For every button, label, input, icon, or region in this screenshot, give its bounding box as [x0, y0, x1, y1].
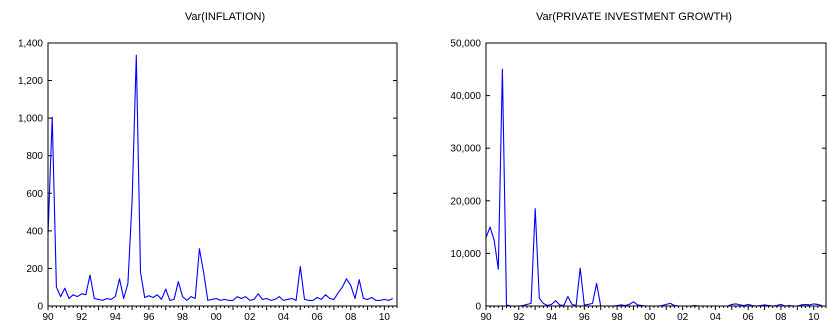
chart-title: Var(PRIVATE INVESTMENT GROWTH) [536, 11, 732, 23]
x-tick-label: 92 [513, 312, 525, 323]
x-tick-label: 04 [710, 312, 722, 323]
x-tick-label: 02 [677, 312, 689, 323]
x-tick-label: 92 [76, 312, 88, 323]
y-tick-label: 30,000 [450, 144, 481, 155]
y-tick-label: 1,200 [18, 76, 43, 87]
x-tick-label: 98 [612, 312, 624, 323]
chart-title: Var(INFLATION) [185, 11, 265, 23]
x-tick-label: 02 [244, 312, 256, 323]
x-tick-label: 00 [644, 312, 656, 323]
private-investment-growth-variance-chart: Var(PRIVATE INVESTMENT GROWTH) 0 10,000 20… [450, 11, 827, 323]
plot-frame [485, 42, 827, 307]
inflation-variance-chart: Var(INFLATION) 02004006008001,0001,2001,… [18, 11, 398, 323]
plot-frame [47, 42, 398, 307]
y-tick-label: 400 [26, 226, 43, 237]
series-line [47, 54, 394, 301]
y-tick-label: 200 [26, 264, 43, 275]
x-tick-label: 98 [177, 312, 189, 323]
x-tick-label: 06 [743, 312, 755, 323]
y-tick-label: 1,400 [18, 39, 43, 50]
x-tick-label: 90 [480, 312, 492, 323]
x-tick-label: 90 [42, 312, 54, 323]
x-tick-label: 00 [211, 312, 223, 323]
x-tick-label: 10 [379, 312, 391, 323]
x-tick-label: 96 [143, 312, 155, 323]
y-tick-label: 50,000 [450, 39, 481, 50]
series-line [485, 68, 823, 307]
y-tick-label: 0 [475, 302, 481, 313]
y-tick-label: 10,000 [450, 249, 481, 260]
x-tick-label: 08 [775, 312, 787, 323]
x-tick-label: 96 [579, 312, 591, 323]
y-tick-label: 40,000 [450, 91, 481, 102]
x-tick-label: 06 [312, 312, 324, 323]
x-tick-label: 94 [110, 312, 122, 323]
x-tick-label: 94 [546, 312, 558, 323]
x-tick-label: 10 [808, 312, 820, 323]
y-tick-label: 0 [37, 302, 43, 313]
y-tick-label: 800 [26, 151, 43, 162]
y-tick-label: 20,000 [450, 196, 481, 207]
y-tick-label: 600 [26, 189, 43, 200]
x-tick-label: 08 [345, 312, 357, 323]
y-tick-label: 1,000 [18, 114, 43, 125]
x-tick-label: 04 [278, 312, 290, 323]
